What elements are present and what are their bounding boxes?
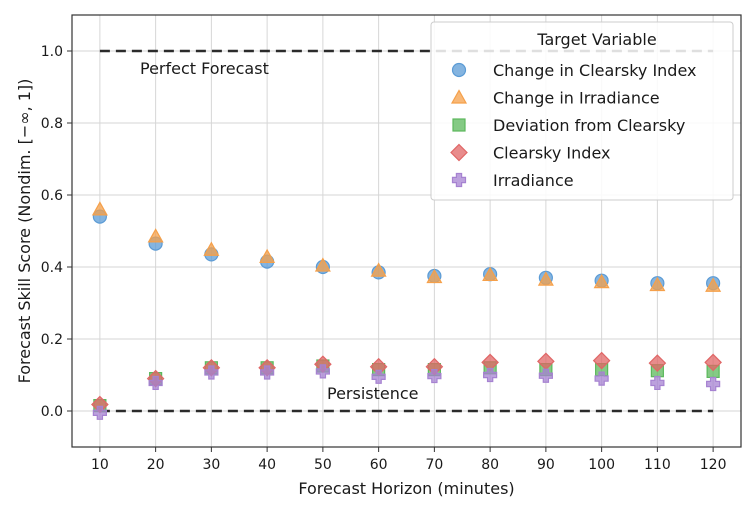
persistence-label: Persistence (327, 384, 419, 403)
plot-frame (71, 14, 742, 448)
x-tick-label: 100 (588, 457, 615, 473)
point-change-in-irradiance (537, 271, 554, 286)
x-tick-label: 60 (370, 457, 388, 473)
x-tick-label: 120 (700, 457, 727, 473)
y-tick-label: 0.0 (41, 404, 63, 420)
point-change-in-irradiance (147, 228, 164, 243)
perfect-forecast-label: Perfect Forecast (140, 59, 269, 78)
data-points (91, 201, 722, 420)
x-tick-label: 10 (91, 457, 109, 473)
legend-label-clearsky-index: Clearsky Index (493, 144, 610, 163)
legend-items: Change in Clearsky Index Change in Irradi… (450, 61, 697, 190)
legend-label-irradiance: Irradiance (493, 171, 574, 190)
x-tick-label: 50 (314, 457, 332, 473)
point-change-in-irradiance (593, 273, 610, 289)
point-irradiance (148, 375, 163, 391)
legend-title: Target Variable (536, 30, 656, 49)
legend-label-deviation-from-clearsky: Deviation from Clearsky (493, 116, 685, 135)
x-tick-label: 20 (147, 457, 165, 473)
x-tick-label: 90 (537, 457, 555, 473)
point-irradiance (92, 405, 107, 420)
legend-label-change-in-clearsky-index: Change in Clearsky Index (493, 61, 697, 80)
legend-marker-change-in-clearsky-index (451, 62, 467, 78)
point-irradiance (204, 365, 219, 380)
point-change-in-irradiance (370, 262, 387, 277)
point-change-in-irradiance (203, 241, 220, 256)
x-tick-label: 40 (258, 457, 276, 473)
y-tick-label: 0.2 (41, 332, 63, 348)
point-clearsky-index (648, 354, 667, 372)
x-tick-label: 70 (425, 457, 443, 473)
point-change-in-irradiance (426, 268, 443, 284)
y-tick-label: 0.8 (41, 116, 63, 132)
legend-marker-irradiance (451, 172, 467, 188)
y-axis-label: Forecast Skill Score (Nondim. [−∞, 1]) (15, 79, 34, 384)
point-irradiance (706, 376, 721, 392)
x-axis-label: Forecast Horizon (minutes) (298, 479, 514, 498)
point-change-in-irradiance (705, 277, 722, 292)
y-tick-label: 0.6 (41, 188, 63, 204)
y-ticks: 0.0 0.2 0.4 0.6 0.8 1.0 (41, 44, 72, 420)
y-tick-label: 0.4 (41, 260, 63, 276)
point-irradiance (260, 365, 275, 380)
point-irradiance (538, 368, 553, 383)
point-irradiance (650, 375, 665, 391)
point-irradiance (483, 367, 498, 383)
legend-box (430, 21, 734, 201)
point-change-in-irradiance (91, 201, 108, 216)
point-change-in-irradiance (482, 266, 499, 282)
point-change-in-irradiance (314, 257, 331, 272)
point-change-in-irradiance (649, 276, 666, 292)
point-clearsky-index (704, 353, 722, 372)
point-change-in-irradiance (259, 248, 276, 264)
point-clearsky-index (592, 351, 611, 370)
point-irradiance (315, 364, 330, 379)
legend-marker-deviation-from-clearsky (452, 118, 466, 132)
x-tick-label: 80 (481, 457, 499, 473)
x-tick-label: 30 (202, 457, 220, 473)
y-tick-label: 1.0 (41, 44, 63, 60)
legend: Target Variable Change in Clearsky Index… (430, 21, 734, 201)
legend-marker-clearsky-index (450, 143, 468, 162)
point-irradiance (594, 371, 609, 386)
point-irradiance (427, 368, 442, 384)
legend-label-change-in-irradiance: Change in Irradiance (493, 89, 660, 108)
x-tick-label: 110 (644, 457, 671, 473)
legend-marker-change-in-irradiance (450, 89, 468, 104)
x-ticks: 10 20 30 40 50 60 70 80 90 100 110 120 (91, 447, 727, 473)
point-irradiance (371, 369, 386, 384)
reference-lines (99, 49, 714, 413)
